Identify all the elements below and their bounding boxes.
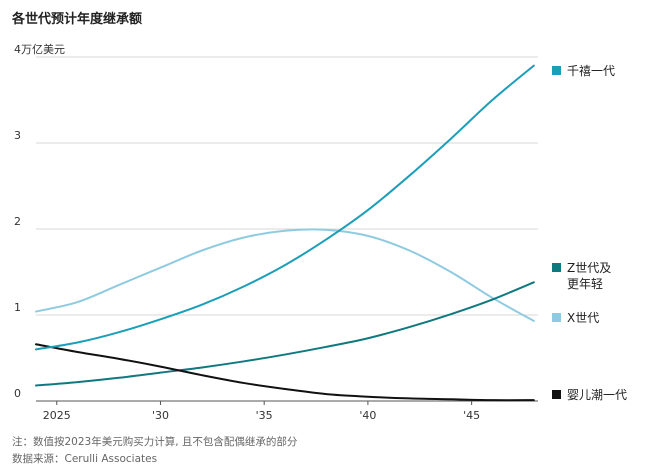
legend-label: 婴儿潮一代 [567, 387, 627, 402]
series-line-1 [35, 281, 535, 387]
x-tick-label: '30 [152, 409, 169, 422]
footnote: 注：数值按2023年美元购买力计算, 且不包含配偶继承的部分 [12, 436, 298, 448]
chart-title: 各世代预计年度继承额 [12, 12, 143, 27]
legend-label: X世代 [567, 311, 599, 325]
y-tick-label: 2 [14, 215, 21, 228]
legend-swatch [552, 390, 561, 399]
y-tick-label: 4万亿美元 [14, 43, 65, 56]
legend-label: 更年轻 [567, 277, 603, 291]
legend-swatch [552, 263, 561, 272]
y-tick-label: 3 [14, 129, 21, 142]
series-line-0 [35, 64, 535, 351]
gridlines [36, 56, 538, 402]
series-line-3 [35, 343, 535, 402]
series-lines [35, 64, 535, 402]
legend-swatch [552, 313, 561, 322]
y-tick-label: 1 [14, 301, 21, 314]
x-tick-label: '40 [359, 409, 376, 422]
x-tick-label: '35 [256, 409, 273, 422]
source-note: 数据来源：Cerulli Associates [12, 453, 158, 465]
legend-swatch [552, 66, 561, 75]
series-line-2 [35, 228, 535, 323]
y-tick-label: 0 [14, 387, 21, 400]
x-tick-label: 2025 [43, 409, 71, 422]
legend-label: Z世代及 [567, 261, 611, 275]
x-axis-ticks: 2025 '30 '35 '40 '45 [43, 401, 480, 422]
legend-label: 千禧一代 [567, 64, 615, 78]
y-axis-ticks: 0 1 2 3 4万亿美元 [14, 43, 65, 400]
x-tick-label: '45 [463, 409, 480, 422]
